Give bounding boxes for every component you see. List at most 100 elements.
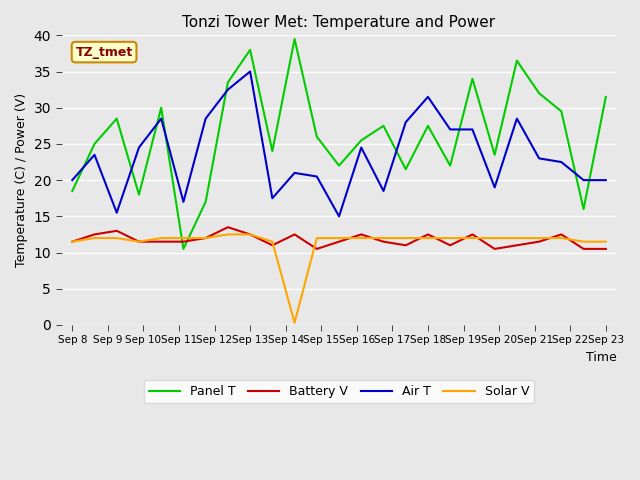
Panel T: [535, 90, 543, 96]
Air T: [68, 177, 76, 183]
Solar V: [269, 239, 276, 244]
Solar V: [357, 235, 365, 241]
Air T: [513, 116, 521, 121]
Solar V: [246, 231, 254, 237]
Air T: [202, 116, 209, 121]
Solar V: [602, 239, 610, 244]
Battery V: [446, 242, 454, 248]
Panel T: [246, 47, 254, 53]
Air T: [246, 69, 254, 74]
Battery V: [580, 246, 588, 252]
Air T: [468, 127, 476, 132]
Air T: [91, 152, 99, 157]
Solar V: [557, 235, 565, 241]
Air T: [135, 144, 143, 150]
Battery V: [468, 231, 476, 237]
Battery V: [202, 235, 209, 241]
Air T: [180, 199, 188, 205]
Panel T: [313, 134, 321, 140]
Panel T: [135, 192, 143, 197]
Battery V: [602, 246, 610, 252]
Text: TZ_tmet: TZ_tmet: [76, 46, 132, 59]
Battery V: [135, 239, 143, 244]
Panel T: [602, 94, 610, 100]
Solar V: [380, 235, 387, 241]
Panel T: [113, 116, 120, 121]
Panel T: [68, 188, 76, 194]
Solar V: [446, 235, 454, 241]
Air T: [335, 214, 343, 219]
Panel T: [357, 137, 365, 143]
Battery V: [113, 228, 120, 234]
Air T: [535, 156, 543, 161]
Air T: [580, 177, 588, 183]
Solar V: [157, 235, 165, 241]
Battery V: [246, 231, 254, 237]
Panel T: [446, 163, 454, 168]
Solar V: [224, 231, 232, 237]
Battery V: [402, 242, 410, 248]
Battery V: [491, 246, 499, 252]
Solar V: [535, 235, 543, 241]
Line: Solar V: Solar V: [72, 234, 606, 323]
Air T: [357, 144, 365, 150]
Panel T: [157, 105, 165, 110]
Solar V: [580, 239, 588, 244]
X-axis label: Time: Time: [586, 351, 616, 364]
Solar V: [513, 235, 521, 241]
Air T: [557, 159, 565, 165]
Battery V: [157, 239, 165, 244]
Solar V: [313, 235, 321, 241]
Battery V: [335, 239, 343, 244]
Solar V: [402, 235, 410, 241]
Air T: [269, 195, 276, 201]
Panel T: [224, 80, 232, 85]
Air T: [602, 177, 610, 183]
Battery V: [313, 246, 321, 252]
Battery V: [269, 242, 276, 248]
Panel T: [580, 206, 588, 212]
Battery V: [291, 231, 298, 237]
Solar V: [335, 235, 343, 241]
Air T: [157, 116, 165, 121]
Solar V: [113, 235, 120, 241]
Panel T: [491, 152, 499, 157]
Air T: [291, 170, 298, 176]
Panel T: [468, 76, 476, 82]
Battery V: [513, 242, 521, 248]
Panel T: [513, 58, 521, 63]
Battery V: [180, 239, 188, 244]
Battery V: [91, 231, 99, 237]
Solar V: [491, 235, 499, 241]
Legend: Panel T, Battery V, Air T, Solar V: Panel T, Battery V, Air T, Solar V: [144, 380, 534, 403]
Air T: [224, 87, 232, 93]
Solar V: [180, 235, 188, 241]
Solar V: [468, 235, 476, 241]
Solar V: [291, 320, 298, 325]
Solar V: [202, 235, 209, 241]
Panel T: [202, 199, 209, 205]
Solar V: [91, 235, 99, 241]
Panel T: [335, 163, 343, 168]
Panel T: [380, 123, 387, 129]
Solar V: [135, 239, 143, 244]
Air T: [424, 94, 432, 100]
Line: Air T: Air T: [72, 72, 606, 216]
Air T: [402, 120, 410, 125]
Line: Battery V: Battery V: [72, 227, 606, 249]
Battery V: [557, 231, 565, 237]
Panel T: [269, 148, 276, 154]
Battery V: [357, 231, 365, 237]
Battery V: [535, 239, 543, 244]
Y-axis label: Temperature (C) / Power (V): Temperature (C) / Power (V): [15, 93, 28, 267]
Panel T: [424, 123, 432, 129]
Battery V: [424, 231, 432, 237]
Panel T: [91, 141, 99, 147]
Panel T: [180, 246, 188, 252]
Line: Panel T: Panel T: [72, 39, 606, 249]
Air T: [380, 188, 387, 194]
Solar V: [424, 235, 432, 241]
Battery V: [380, 239, 387, 244]
Air T: [113, 210, 120, 216]
Panel T: [557, 108, 565, 114]
